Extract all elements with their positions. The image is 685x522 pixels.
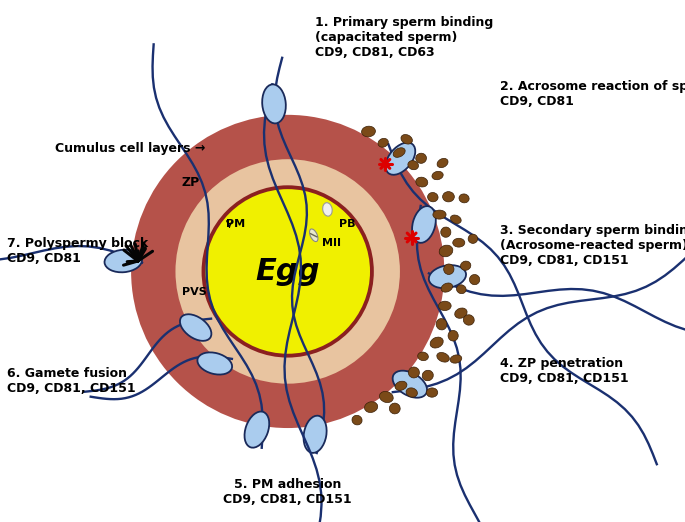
Ellipse shape — [443, 192, 454, 202]
Text: PVS: PVS — [182, 287, 206, 298]
Ellipse shape — [245, 411, 269, 448]
Ellipse shape — [448, 330, 458, 341]
Ellipse shape — [197, 352, 232, 375]
Text: 2. Acrosome reaction of sperm
CD9, CD81: 2. Acrosome reaction of sperm CD9, CD81 — [500, 80, 685, 108]
Ellipse shape — [378, 138, 388, 147]
Ellipse shape — [310, 229, 318, 242]
Ellipse shape — [393, 148, 406, 157]
Ellipse shape — [401, 135, 412, 144]
Ellipse shape — [416, 153, 427, 163]
Ellipse shape — [262, 85, 286, 123]
Ellipse shape — [408, 367, 419, 378]
Text: Cumulus cell layers →: Cumulus cell layers → — [55, 143, 206, 155]
Text: 4. ZP penetration
CD9, CD81, CD151: 4. ZP penetration CD9, CD81, CD151 — [500, 357, 629, 385]
Ellipse shape — [180, 314, 212, 341]
Ellipse shape — [440, 227, 451, 238]
Ellipse shape — [303, 416, 327, 453]
Ellipse shape — [437, 158, 448, 168]
Ellipse shape — [460, 261, 471, 270]
Ellipse shape — [408, 161, 419, 170]
Text: Egg: Egg — [256, 257, 320, 286]
Text: 3. Secondary sperm binding
(Acrosome-reacted sperm)
CD9, CD81, CD151: 3. Secondary sperm binding (Acrosome-rea… — [500, 224, 685, 267]
Ellipse shape — [432, 171, 443, 180]
Ellipse shape — [468, 234, 477, 243]
Ellipse shape — [451, 215, 461, 223]
Text: 7. Polyspermy block
CD9, CD81: 7. Polyspermy block CD9, CD81 — [7, 236, 148, 265]
Circle shape — [131, 115, 445, 428]
Ellipse shape — [364, 402, 377, 412]
Text: MII: MII — [322, 238, 341, 248]
Ellipse shape — [456, 285, 466, 294]
Ellipse shape — [105, 250, 142, 272]
Ellipse shape — [433, 210, 446, 219]
Ellipse shape — [422, 370, 434, 381]
Ellipse shape — [450, 355, 462, 363]
Ellipse shape — [438, 301, 451, 311]
Ellipse shape — [437, 352, 449, 362]
Circle shape — [207, 191, 369, 352]
Ellipse shape — [444, 264, 454, 275]
Ellipse shape — [395, 381, 407, 390]
Ellipse shape — [430, 337, 443, 348]
Ellipse shape — [459, 194, 469, 203]
Ellipse shape — [426, 388, 438, 397]
Ellipse shape — [406, 388, 417, 397]
Circle shape — [201, 185, 374, 358]
Ellipse shape — [418, 352, 428, 361]
Ellipse shape — [379, 392, 393, 402]
Ellipse shape — [455, 308, 467, 318]
Text: 1. Primary sperm binding
(capacitated sperm)
CD9, CD81, CD63: 1. Primary sperm binding (capacitated sp… — [315, 16, 493, 58]
Ellipse shape — [439, 245, 453, 257]
Ellipse shape — [362, 126, 375, 137]
Ellipse shape — [429, 265, 466, 288]
Ellipse shape — [352, 416, 362, 425]
Ellipse shape — [427, 193, 438, 202]
Ellipse shape — [416, 177, 427, 187]
Ellipse shape — [453, 238, 465, 247]
Text: ZP: ZP — [182, 176, 200, 189]
Ellipse shape — [389, 403, 400, 414]
Ellipse shape — [441, 283, 453, 292]
Ellipse shape — [469, 275, 479, 284]
Text: PB: PB — [339, 219, 356, 230]
Ellipse shape — [412, 206, 436, 243]
Ellipse shape — [386, 143, 415, 175]
Circle shape — [175, 159, 400, 384]
Ellipse shape — [436, 318, 447, 330]
Text: PM: PM — [226, 219, 245, 230]
Ellipse shape — [393, 371, 427, 398]
Ellipse shape — [323, 203, 332, 216]
Text: 6. Gamete fusion
CD9, CD81, CD151: 6. Gamete fusion CD9, CD81, CD151 — [7, 367, 136, 395]
Text: 5. PM adhesion
CD9, CD81, CD151: 5. PM adhesion CD9, CD81, CD151 — [223, 478, 352, 506]
Ellipse shape — [463, 315, 474, 325]
